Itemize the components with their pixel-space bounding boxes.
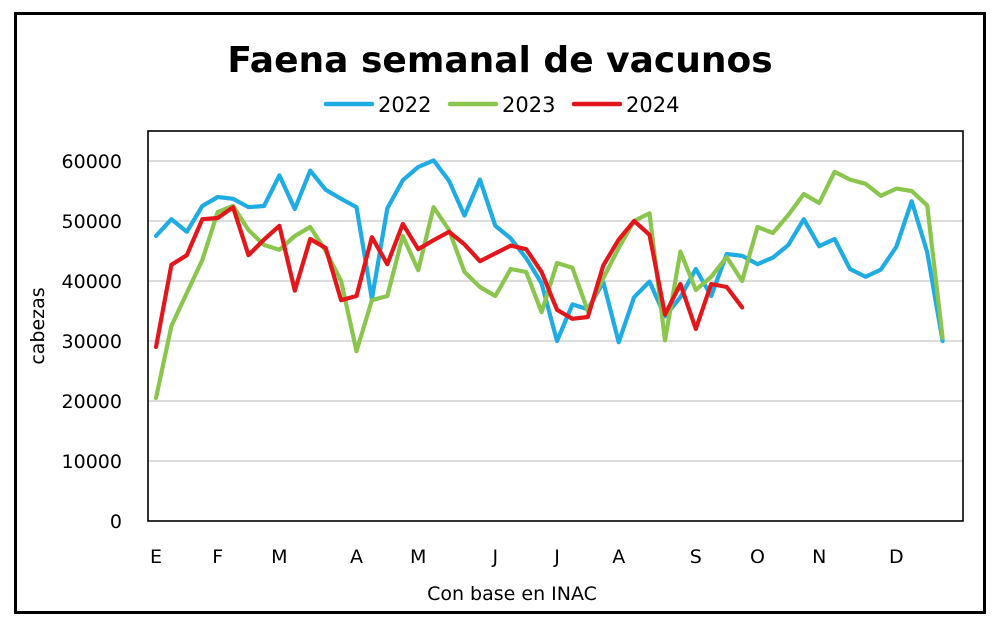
y-tick-label: 40000 — [62, 271, 122, 293]
x-tick-label: J — [553, 546, 560, 568]
legend-label-2023: 2023 — [502, 93, 555, 117]
series-line-2024 — [153, 205, 745, 350]
y-axis-ticks: 0 10000 20000 30000 40000 50000 60000 — [62, 151, 122, 533]
x-tick-label: S — [690, 546, 702, 568]
series-line-2023 — [153, 169, 945, 401]
x-tick-label: N — [812, 546, 826, 568]
x-tick-label: A — [612, 546, 625, 568]
chart-title: Faena semanal de vacunos — [227, 40, 772, 81]
y-tick-label: 0 — [110, 511, 122, 533]
plot-area-border — [147, 130, 964, 522]
x-tick-label: M — [271, 546, 287, 568]
x-tick-label: E — [150, 546, 162, 568]
x-tick-label: J — [492, 546, 499, 568]
legend-label-2022: 2022 — [378, 93, 431, 117]
y-axis-label: cabezas — [27, 287, 49, 364]
y-tick-label: 60000 — [62, 151, 122, 173]
y-tick-label: 20000 — [62, 391, 122, 413]
series-lines — [153, 158, 945, 401]
y-tick-label: 30000 — [62, 331, 122, 353]
y-tick-label: 50000 — [62, 211, 122, 233]
x-axis-label: Con base en INAC — [427, 583, 597, 605]
x-tick-label: F — [212, 546, 223, 568]
legend: 2022 2023 2024 — [323, 93, 679, 117]
legend-label-2024: 2024 — [626, 93, 679, 117]
series-line-2022 — [153, 158, 945, 345]
x-tick-label: A — [350, 546, 363, 568]
y-tick-label: 10000 — [62, 451, 122, 473]
x-tick-label: O — [750, 546, 765, 568]
x-tick-label: M — [410, 546, 426, 568]
x-tick-label: D — [889, 546, 904, 568]
